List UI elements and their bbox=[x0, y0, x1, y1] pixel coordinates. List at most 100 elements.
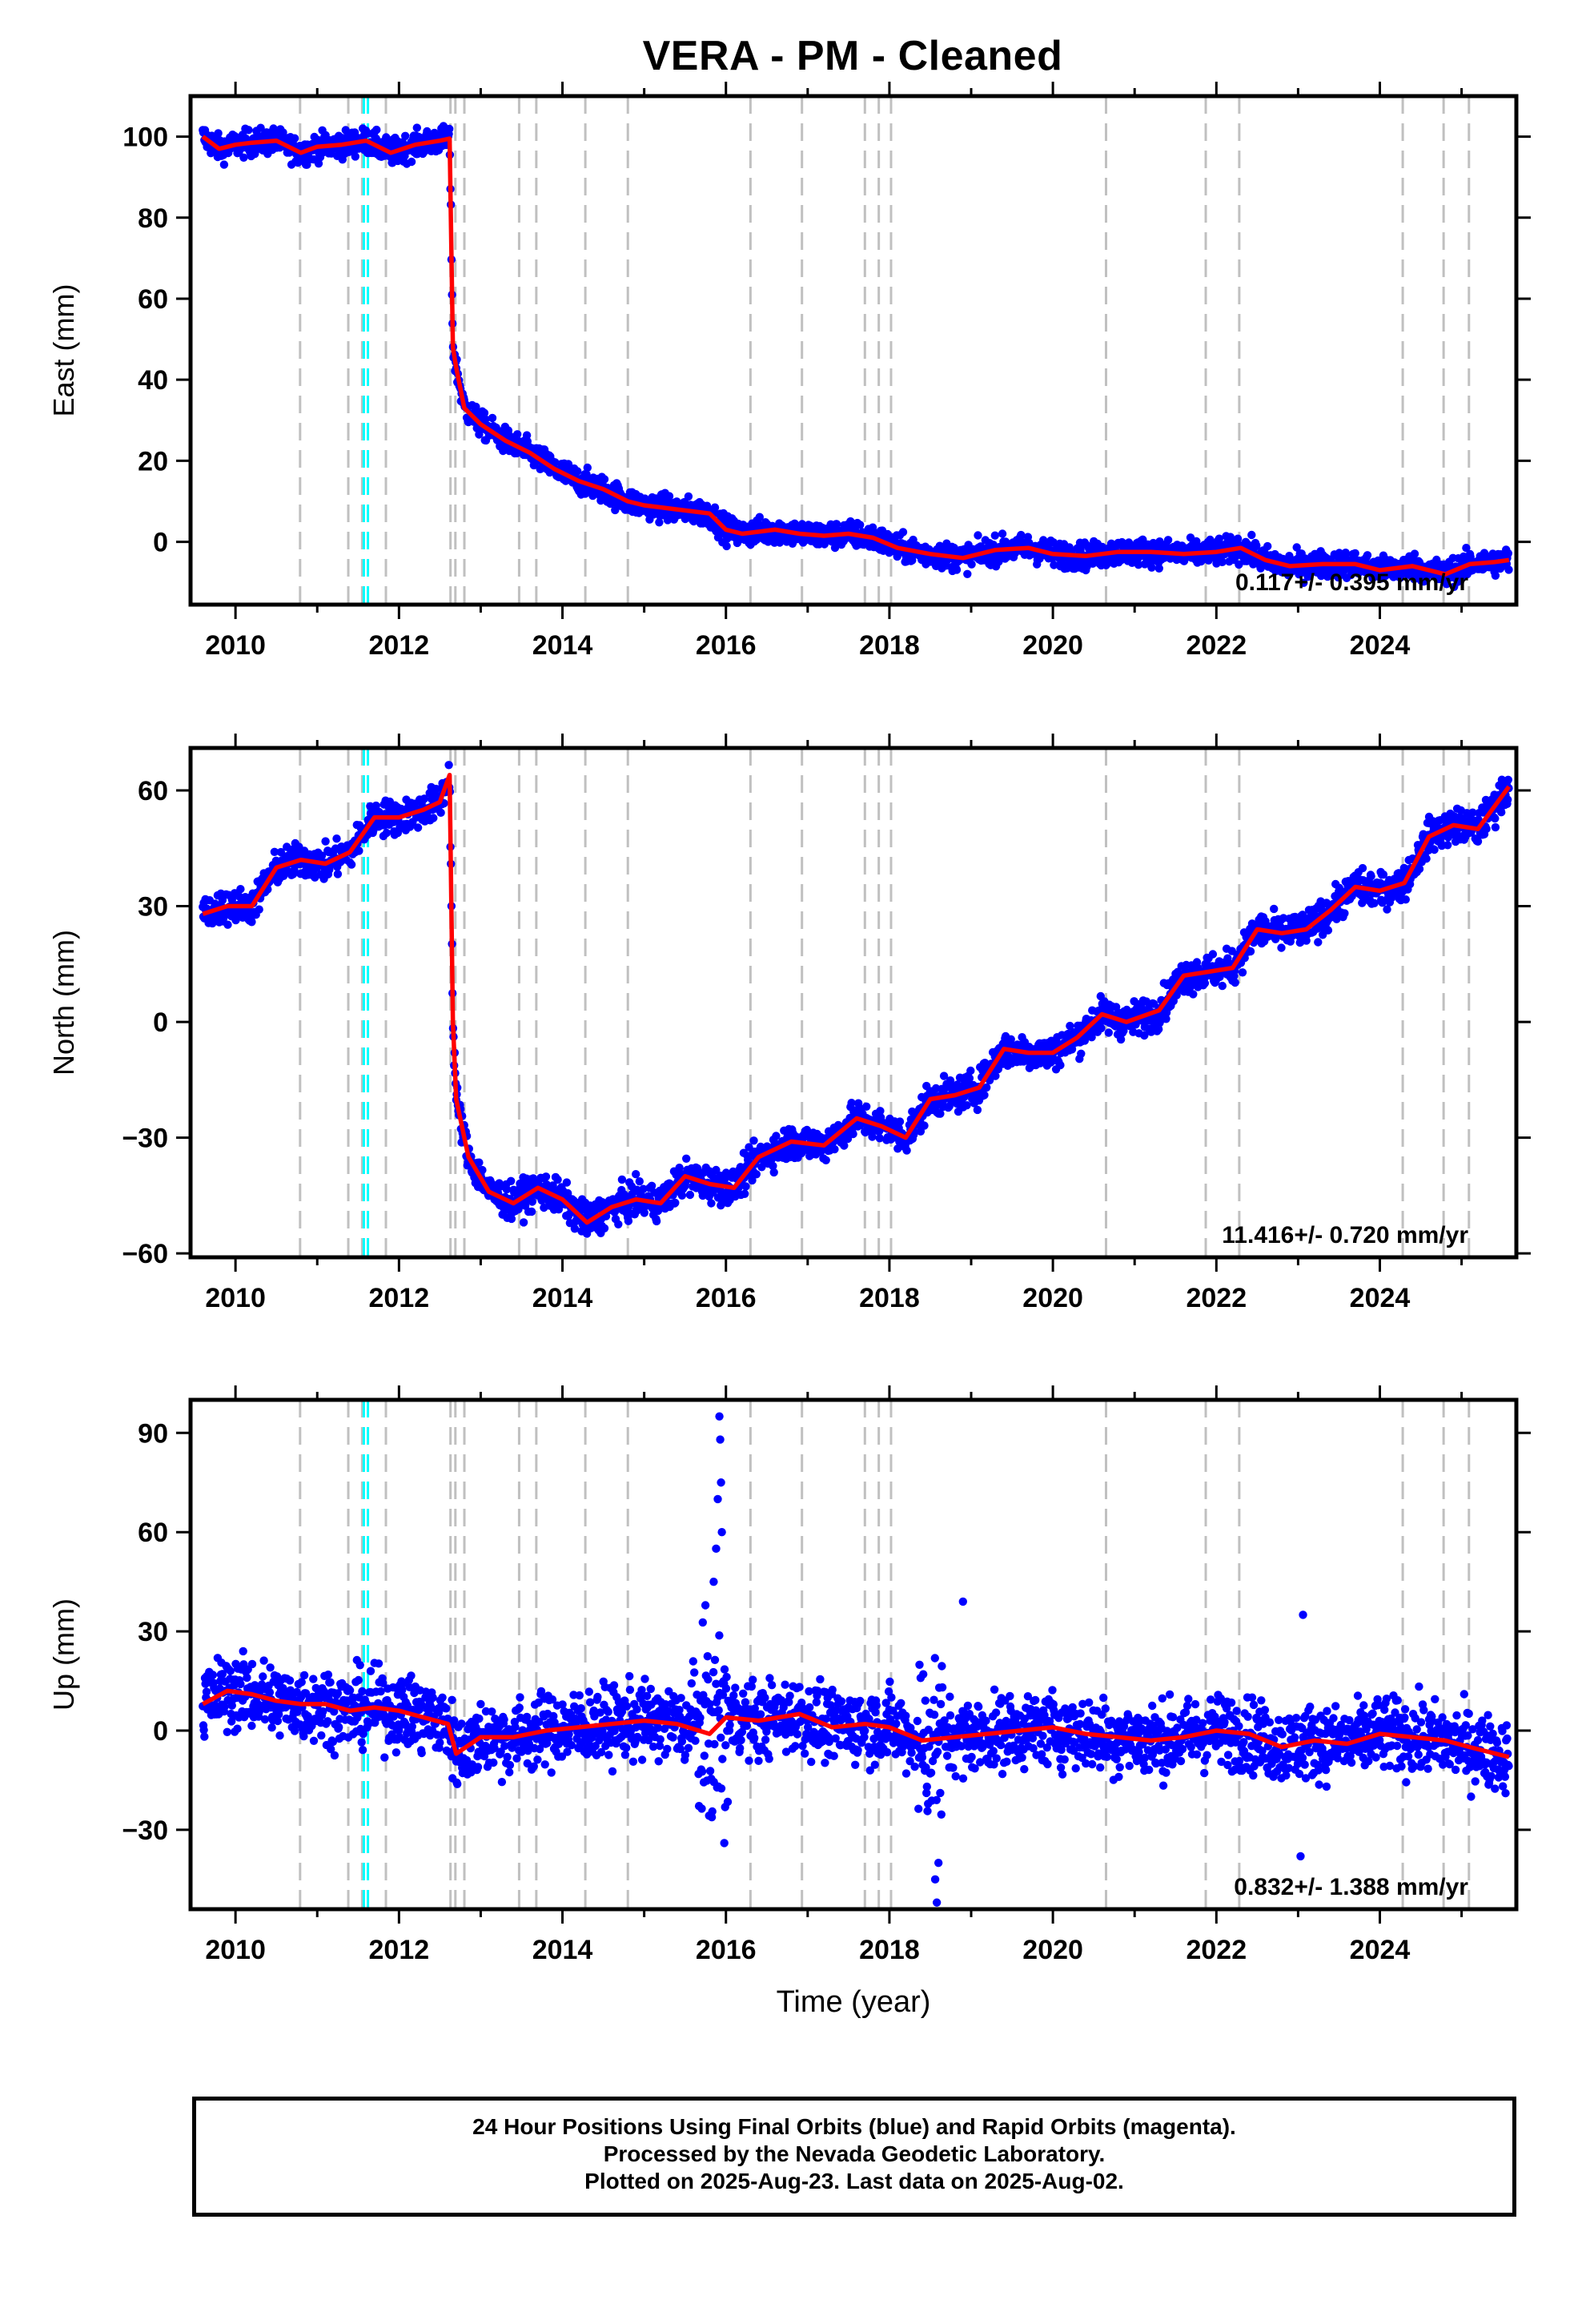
position-dot bbox=[1056, 1060, 1065, 1070]
position-dot bbox=[1292, 543, 1301, 552]
position-dot bbox=[920, 1121, 929, 1130]
position-dot bbox=[685, 1190, 695, 1200]
position-dot bbox=[436, 808, 445, 817]
position-dot bbox=[980, 1091, 989, 1100]
position-dot bbox=[507, 1176, 516, 1186]
position-dot bbox=[741, 1182, 750, 1191]
position-dot bbox=[755, 513, 764, 521]
position-dot bbox=[1462, 544, 1471, 553]
position-dot bbox=[909, 1130, 918, 1140]
position-dot bbox=[847, 1099, 856, 1108]
position-dot bbox=[843, 1134, 853, 1144]
position-dot bbox=[1246, 947, 1255, 956]
position-dot bbox=[966, 1066, 975, 1076]
position-dot bbox=[721, 1168, 731, 1177]
position-dot bbox=[707, 1199, 716, 1208]
position-dot bbox=[684, 492, 693, 501]
position-dot bbox=[671, 1198, 680, 1208]
position-dot bbox=[748, 1176, 757, 1185]
position-dot bbox=[564, 1188, 572, 1198]
position-dot bbox=[712, 1165, 721, 1175]
position-dot bbox=[982, 1083, 991, 1092]
position-dot bbox=[950, 543, 958, 553]
position-dot bbox=[722, 541, 731, 551]
position-dot bbox=[1154, 1025, 1163, 1034]
position-dot bbox=[1147, 563, 1156, 572]
position-dot bbox=[553, 1175, 562, 1184]
position-dot bbox=[1422, 854, 1431, 863]
position-dot bbox=[675, 1164, 684, 1172]
position-dot bbox=[655, 518, 664, 527]
position-dot bbox=[830, 1144, 839, 1154]
x-tick-label: 2020 bbox=[1022, 630, 1083, 661]
position-dot bbox=[1277, 943, 1286, 952]
position-dot bbox=[600, 475, 609, 484]
position-dot bbox=[832, 520, 841, 529]
position-dot bbox=[445, 124, 454, 134]
position-dot bbox=[548, 1181, 557, 1190]
position-dot bbox=[965, 1074, 974, 1083]
position-dot bbox=[276, 847, 286, 857]
position-dot bbox=[507, 1214, 516, 1224]
position-dot bbox=[1215, 534, 1224, 543]
position-dot bbox=[821, 1156, 830, 1165]
position-dot bbox=[502, 1185, 512, 1194]
position-dot bbox=[1140, 1031, 1149, 1040]
position-dot bbox=[849, 1129, 857, 1139]
position-dot bbox=[840, 1141, 849, 1150]
position-dot bbox=[1379, 870, 1388, 879]
position-dot bbox=[355, 846, 363, 855]
position-dot bbox=[522, 431, 532, 440]
position-dot bbox=[741, 1189, 749, 1199]
position-dot bbox=[488, 413, 497, 423]
x-tick-label: 2018 bbox=[859, 630, 920, 661]
position-dot bbox=[314, 159, 323, 168]
position-dot bbox=[1134, 561, 1143, 569]
plots-canvas: 2010 2012 2014 2016 2018 2020 2022 202402040608… bbox=[47, 82, 1531, 2019]
position-dot bbox=[967, 560, 976, 569]
position-dot bbox=[1367, 872, 1375, 881]
position-dot bbox=[973, 1105, 982, 1115]
position-dot bbox=[936, 1109, 945, 1118]
position-dot bbox=[1314, 938, 1323, 947]
position-dot bbox=[223, 920, 232, 929]
position-dot bbox=[371, 801, 380, 810]
position-dot bbox=[244, 126, 253, 135]
position-dot bbox=[247, 918, 256, 927]
position-dot bbox=[573, 467, 582, 476]
position-dot bbox=[702, 501, 712, 510]
position-dot bbox=[317, 851, 327, 860]
position-dot bbox=[1415, 864, 1424, 874]
position-dot bbox=[1383, 905, 1391, 914]
position-dot bbox=[952, 565, 962, 574]
position-dot bbox=[208, 919, 217, 928]
position-dot bbox=[227, 895, 236, 904]
position-dot bbox=[902, 1146, 911, 1155]
position-dot bbox=[1189, 990, 1198, 999]
position-dot bbox=[1442, 580, 1452, 589]
position-dot bbox=[876, 1107, 885, 1116]
x-tick-label: 2024 bbox=[1350, 630, 1411, 661]
position-dot bbox=[583, 463, 592, 472]
position-dot bbox=[239, 153, 248, 162]
position-dot bbox=[1410, 549, 1419, 558]
position-dot bbox=[372, 125, 381, 135]
position-dot bbox=[868, 1132, 877, 1141]
position-dot bbox=[475, 1158, 484, 1167]
position-dot bbox=[321, 837, 330, 846]
position-dot bbox=[562, 1178, 572, 1187]
position-dot bbox=[551, 458, 560, 467]
position-dot bbox=[1218, 557, 1227, 566]
position-dot bbox=[541, 1172, 551, 1181]
position-dot bbox=[214, 129, 223, 138]
position-dot bbox=[749, 1136, 758, 1145]
position-dot bbox=[893, 1144, 902, 1153]
position-dot bbox=[752, 1170, 761, 1179]
position-dot bbox=[1482, 824, 1491, 834]
position-dot bbox=[407, 157, 416, 167]
position-dot bbox=[769, 1161, 777, 1171]
position-dot bbox=[614, 1220, 623, 1229]
position-dot bbox=[769, 1168, 778, 1177]
position-dot bbox=[570, 1224, 580, 1233]
position-dot bbox=[1323, 926, 1333, 935]
